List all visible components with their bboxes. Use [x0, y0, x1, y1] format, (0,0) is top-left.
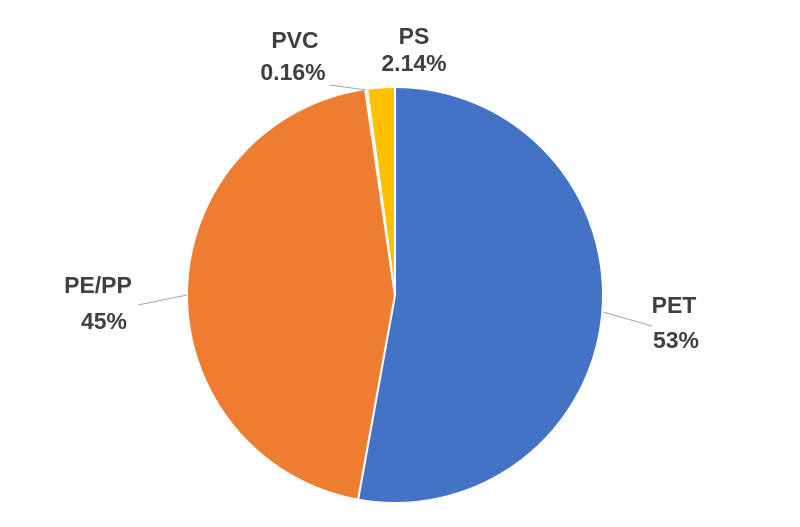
- slice-value-pvc: 0.16%: [260, 59, 325, 85]
- slice-value-pet: 53%: [653, 327, 699, 353]
- leader-line-pvc: [329, 84, 367, 91]
- slice-label-ps: PS: [399, 23, 430, 49]
- leader-line-pe-pp: [137, 294, 188, 306]
- leader-line-pet: [602, 311, 653, 327]
- pie-slice-ps: [366, 85, 396, 296]
- pie-slice-pet: [356, 85, 604, 504]
- slice-label-pet: PET: [652, 292, 697, 318]
- slice-label-pvc: PVC: [271, 27, 318, 53]
- slice-value-ps: 2.14%: [381, 50, 446, 76]
- leader-lines: [137, 84, 653, 327]
- pie-slice-pe-pp: [186, 88, 397, 501]
- slice-label-pe-pp: PE/PP: [64, 272, 132, 298]
- slice-value-pe-pp: 45%: [81, 308, 127, 334]
- pie-slices: [186, 85, 604, 504]
